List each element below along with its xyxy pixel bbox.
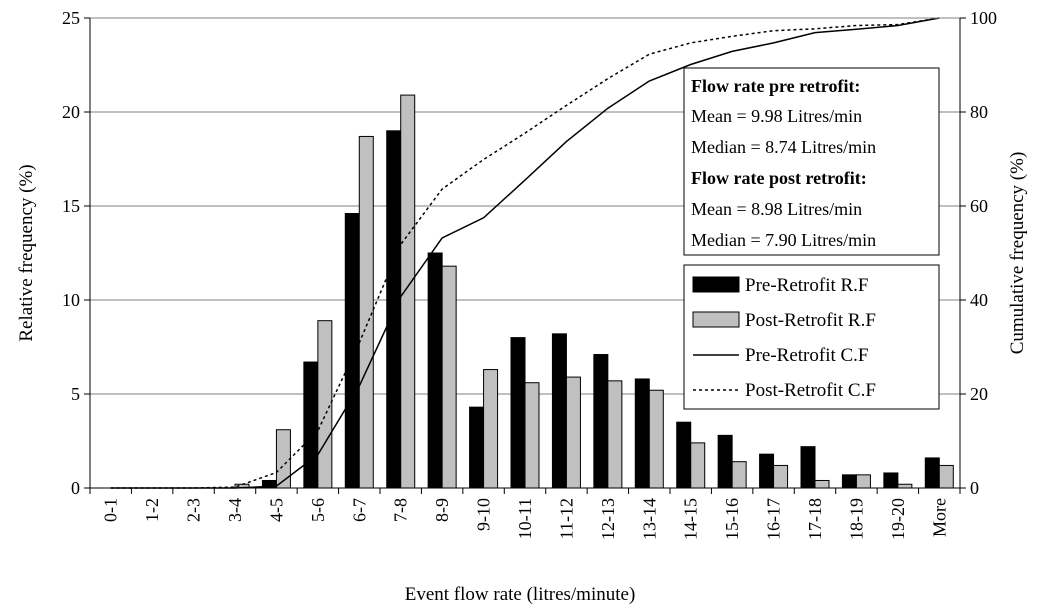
post-retrofit-rf-bar (607, 380, 623, 489)
post-retrofit-rf-bar (441, 265, 457, 489)
post-retrofit-rf-bar (524, 382, 540, 489)
x-tick-label: 7-8 (391, 498, 411, 522)
x-tick-label: More (929, 498, 949, 537)
y2-tick-label: 20 (970, 384, 988, 404)
x-tick-label: 5-6 (308, 498, 328, 522)
pre-retrofit-rf-bar (303, 361, 319, 489)
stats-box: Flow rate pre retrofit: Mean = 9.98 Litr… (683, 67, 940, 256)
post-retrofit-rf-bar (317, 320, 333, 489)
x-tick-label: 10-11 (515, 498, 535, 539)
y-axis-title: Relative frequency (%) (16, 164, 37, 341)
stats-pre-title: Flow rate pre retrofit: (691, 76, 860, 96)
x-tick-label: 9-10 (474, 498, 494, 531)
y2-tick-label: 40 (970, 290, 988, 310)
post-retrofit-rf-bar (938, 464, 954, 489)
x-axis-ticks: 0-1 1-2 2-3 3-4 4-5 5-6 6-7 7-8 8-9 9-10 10-11 11-1… (89, 487, 961, 540)
pre-retrofit-rf-bar (841, 474, 857, 489)
x-tick-label: 2-3 (184, 498, 204, 522)
x-tick-label: 8-9 (432, 498, 452, 522)
post-retrofit-rf-bar (855, 474, 871, 489)
legend-label-post-cf: Post-Retrofit C.F (745, 380, 876, 401)
pre-retrofit-rf-bar (800, 446, 816, 489)
post-retrofit-rf-bar (897, 483, 913, 489)
post-retrofit-rf-bar (731, 461, 747, 489)
legend-label-pre-cf: Pre-Retrofit C.F (745, 345, 869, 366)
left-axis-ticks: 0 5 10 15 20 25 (62, 8, 91, 498)
pre-retrofit-rf-bar (344, 213, 360, 489)
x-tick-label: 13-14 (639, 498, 659, 540)
stats-post-title: Flow rate post retrofit: (691, 168, 867, 188)
y2-tick-label: 60 (970, 196, 988, 216)
post-retrofit-rf-bar (358, 135, 374, 489)
post-retrofit-rf-bar (773, 464, 789, 489)
y-tick-label: 10 (62, 290, 80, 310)
pre-retrofit-rf-bar (551, 333, 567, 489)
pre-retrofit-rf-bar (634, 378, 650, 489)
pre-retrofit-rf-bar (924, 457, 940, 489)
y-tick-label: 20 (62, 102, 80, 122)
legend-label-post-rf: Post-Retrofit R.F (745, 310, 876, 331)
x-tick-label: 12-13 (598, 498, 618, 540)
x-tick-label: 4-5 (266, 498, 286, 522)
pre-retrofit-cf-line (110, 17, 940, 489)
x-tick-label: 16-17 (764, 498, 784, 540)
x-tick-label: 0-1 (101, 498, 121, 522)
right-axis-ticks: 0 20 40 60 80 100 (959, 8, 997, 498)
x-tick-label: 19-20 (888, 498, 908, 540)
post-retrofit-rf-bar (814, 479, 830, 489)
x-tick-label: 3-4 (225, 498, 245, 522)
x-tick-label: 14-15 (681, 498, 701, 540)
stats-pre-median: Median = 8.74 Litres/min (691, 137, 876, 157)
post-retrofit-rf-bar (648, 389, 664, 489)
y-tick-label: 15 (62, 196, 80, 216)
legend-swatch-post-rf (692, 311, 740, 328)
post-retrofit-rf-bar (483, 369, 499, 489)
x-tick-label: 17-18 (805, 498, 825, 540)
pre-retrofit-rf-bar (427, 252, 443, 489)
x-axis-title: Event flow rate (litres/minute) (405, 584, 636, 605)
post-retrofit-rf-bar (400, 94, 416, 489)
stats-post-mean: Mean = 8.98 Litres/min (691, 199, 862, 219)
cumulative-lines (110, 17, 940, 489)
pre-retrofit-rf-bar (469, 406, 485, 489)
pre-retrofit-rf-bar (386, 130, 402, 489)
legend-label-pre-rf: Pre-Retrofit R.F (745, 275, 869, 296)
stats-pre-mean: Mean = 9.98 Litres/min (691, 106, 862, 126)
x-tick-label: 15-16 (722, 498, 742, 540)
legend-swatch-pre-rf (692, 276, 740, 293)
x-tick-label: 18-19 (846, 498, 866, 540)
stats-post-median: Median = 7.90 Litres/min (691, 230, 876, 250)
y-tick-label: 25 (62, 8, 80, 28)
pre-retrofit-rf-bar (883, 472, 899, 489)
stats-box-frame (683, 67, 940, 256)
legend: Pre-Retrofit R.F Post-Retrofit R.F Pre-R… (683, 264, 940, 410)
x-tick-label: 1-2 (142, 498, 162, 522)
pre-retrofit-rf-bar (676, 421, 692, 489)
x-tick-label: 6-7 (349, 498, 369, 522)
y-tick-label: 5 (71, 384, 80, 404)
pre-retrofit-rf-bar (717, 434, 733, 489)
pre-retrofit-rf-bar (510, 337, 526, 489)
post-retrofit-rf-bar (275, 429, 291, 489)
y2-tick-label: 100 (970, 8, 997, 28)
post-retrofit-rf-bar (690, 442, 706, 489)
y2-tick-label: 0 (970, 478, 979, 498)
y2-axis-title: Cumulative frequency (%) (1007, 152, 1028, 355)
x-tick-label: 11-12 (556, 498, 576, 539)
y-tick-label: 0 (71, 478, 80, 498)
pre-retrofit-rf-bar (759, 453, 775, 489)
post-retrofit-cf-line (110, 17, 940, 489)
post-retrofit-rf-bar (565, 376, 581, 489)
pre-retrofit-rf-bar (593, 354, 609, 489)
y2-tick-label: 80 (970, 102, 988, 122)
